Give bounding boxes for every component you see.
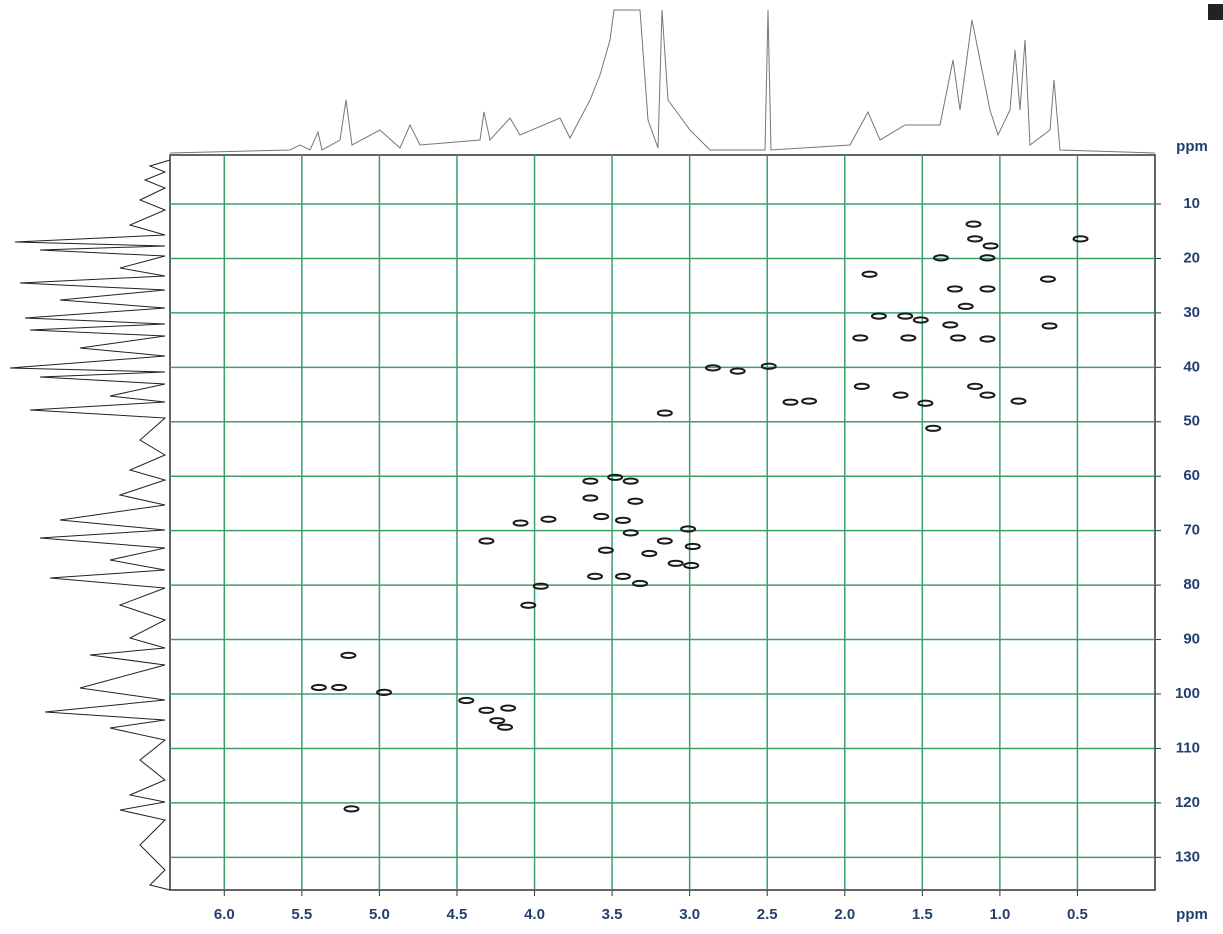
x-tick-label: 6.0 [214, 906, 235, 923]
cross-peak [870, 312, 887, 320]
cross-peak [310, 683, 327, 692]
cross-peak [641, 549, 658, 558]
y-tick-label: 90 [1183, 631, 1200, 648]
cross-peak [656, 409, 673, 417]
cross-peak [932, 254, 949, 262]
cross-peak [957, 302, 974, 310]
cross-peak [979, 391, 996, 399]
cross-peak [614, 516, 631, 524]
cross-peak [853, 382, 870, 390]
cross-peak [1039, 275, 1056, 283]
cross-peak [1010, 397, 1027, 405]
cross-peak [729, 367, 746, 375]
cross-peak [950, 334, 966, 342]
cross-peak [801, 397, 818, 405]
y-tick-label: 20 [1183, 249, 1200, 266]
y-tick-label: 40 [1183, 358, 1200, 375]
x-tick-label: 5.5 [291, 906, 312, 923]
cross-peak [376, 688, 393, 696]
cross-peak [1041, 322, 1058, 330]
x-axis-label: ppm [1176, 906, 1208, 923]
plot-frame [169, 154, 1156, 891]
cross-peak [967, 382, 984, 390]
x-tick-label: 3.5 [602, 906, 623, 923]
cross-peak [500, 704, 517, 712]
cross-peak [917, 399, 934, 407]
cross-peak [861, 270, 878, 278]
cross-peak [979, 335, 996, 343]
cross-peak [614, 572, 631, 581]
y-tick-label: 110 [1176, 739, 1200, 756]
cross-peak [946, 285, 963, 293]
cross-peak [622, 529, 639, 537]
cross-peak [667, 559, 684, 567]
y-tick-label: 130 [1175, 848, 1200, 865]
cross-peak [340, 651, 357, 659]
cross-peak [489, 717, 506, 725]
y-tick-label: 60 [1183, 467, 1200, 484]
cross-peak [925, 424, 942, 432]
cross-peak [343, 805, 360, 813]
cross-peak [979, 254, 996, 262]
cross-peak [684, 542, 701, 551]
y-tick-label: 70 [1183, 522, 1200, 539]
cross-peak [912, 316, 929, 324]
cross-peak [582, 494, 599, 502]
y-tick-label: 30 [1183, 304, 1200, 321]
y-tick-label: 50 [1183, 413, 1200, 430]
cross-peak [656, 537, 673, 545]
cross-peak [512, 519, 529, 527]
cross-peak [540, 515, 557, 523]
cross-peak [458, 696, 475, 705]
cross-peak [532, 582, 549, 590]
cross-peak [782, 398, 799, 406]
x-tick-label: 1.5 [912, 906, 933, 923]
cross-peak [607, 473, 624, 481]
x-tick-label: 4.5 [447, 906, 468, 923]
top-projection [169, 9, 1156, 154]
cross-peak [680, 525, 697, 533]
cross-peak [632, 579, 649, 588]
cross-peak [478, 537, 495, 545]
corner-icon [1208, 4, 1223, 20]
cross-peak [760, 362, 777, 370]
cross-peak [497, 723, 514, 731]
y-axis-label: ppm [1176, 138, 1208, 155]
cross-peak [1072, 235, 1089, 243]
cross-peak [582, 477, 599, 485]
x-tick-label: 0.5 [1067, 906, 1088, 923]
y-tick-label: 10 [1183, 195, 1200, 212]
cross-peak [597, 546, 614, 554]
left-projection [9, 159, 171, 891]
cross-peak [897, 312, 914, 320]
cross-peak [900, 334, 917, 342]
cross-peak [967, 235, 984, 243]
x-tick-label: 2.0 [834, 906, 855, 923]
y-tick-label: 120 [1175, 794, 1200, 811]
y-tick-label: 80 [1183, 576, 1200, 593]
y-tick-label: 100 [1175, 685, 1200, 702]
x-tick-label: 4.0 [524, 906, 545, 923]
cross-peak [979, 285, 996, 293]
cross-peak [478, 706, 495, 714]
x-tick-label: 5.0 [369, 906, 390, 923]
cross-peak [704, 364, 721, 372]
cross-peak [683, 561, 700, 570]
cross-peak [331, 683, 348, 692]
x-tick-label: 3.0 [679, 906, 700, 923]
cross-peak [622, 477, 639, 485]
cross-peak [892, 391, 909, 399]
cross-peak [965, 220, 982, 228]
x-tick-label: 2.5 [757, 906, 778, 923]
cross-peak [587, 572, 604, 581]
cross-peak [520, 601, 537, 609]
x-tick-label: 1.0 [989, 906, 1010, 923]
cross-peak [982, 242, 999, 250]
cross-peak [852, 334, 869, 342]
cross-peak [627, 497, 644, 505]
cross-peak [942, 321, 959, 329]
cross-peak [593, 512, 610, 521]
